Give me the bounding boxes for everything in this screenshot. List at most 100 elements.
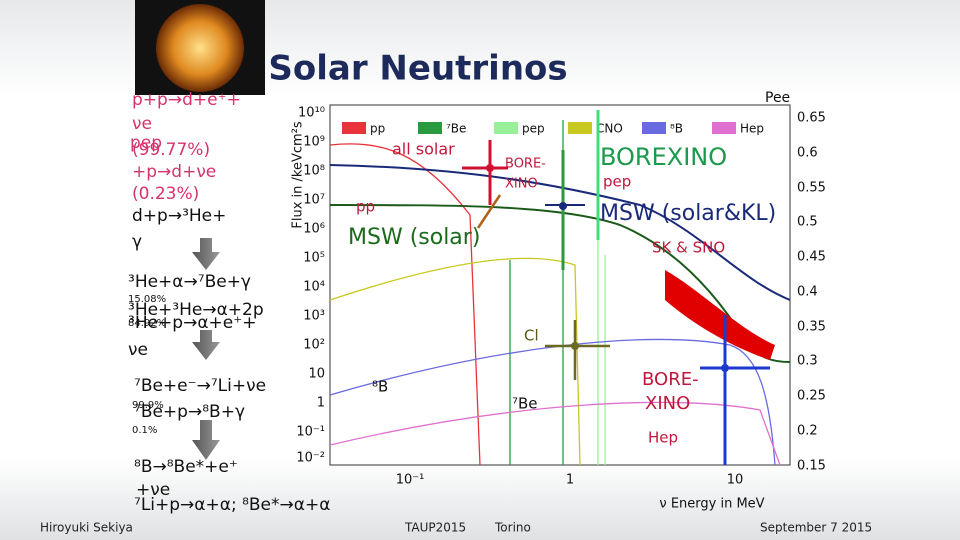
y-axis-label: Flux in /keVcm²s <box>291 121 306 228</box>
y-tick-label: 10⁶ <box>303 222 325 237</box>
legend-swatch <box>342 122 366 134</box>
b8-spectrum <box>329 338 776 466</box>
x-axis-label: ν Energy in MeV <box>659 497 764 512</box>
annotation: MSW (solar) <box>348 225 480 250</box>
footer-location: Torino <box>494 521 531 535</box>
y-tick-label: 10⁸ <box>303 164 325 179</box>
annotation: BORE- <box>642 369 699 390</box>
branching: 99.9% <box>132 400 164 411</box>
reaction: +p→d+νe <box>132 162 216 182</box>
sun-photo <box>156 4 244 92</box>
reaction: ⁷Be+e⁻→⁷Li+νe <box>134 376 266 396</box>
right-tick-label: 0.3 <box>797 354 818 369</box>
legend-swatch <box>568 122 592 134</box>
annotation: Hep <box>648 429 678 447</box>
reaction: +νe <box>136 480 170 500</box>
y-tick-label: 10⁵ <box>303 251 325 266</box>
reaction: νe <box>128 340 148 360</box>
branching: 15.08% <box>128 294 166 305</box>
y-tick-label: 10⁻² <box>296 451 325 466</box>
footer-date: September 7 2015 <box>760 521 872 535</box>
reaction: νe <box>132 114 152 134</box>
annotation: ⁷Be <box>512 395 538 413</box>
annotation: BORE- <box>505 157 546 172</box>
y-tick-label: 10⁷ <box>303 193 325 208</box>
right-tick-label: 0.45 <box>797 250 826 265</box>
y-ticks: 10¹⁰ 10⁹ 10⁸ 10⁷ 10⁶ 10⁵ 10⁴ 10³ 10² 10 … <box>296 106 325 466</box>
b8-point <box>721 364 729 372</box>
annotation: BOREXINO <box>600 143 727 171</box>
right-tick-label: 0.35 <box>797 320 826 335</box>
x-tick-label: 1 <box>566 473 574 488</box>
annotation: Cl <box>524 327 539 345</box>
branching: 0.1% <box>132 425 157 436</box>
msw-kl-curve <box>329 164 791 301</box>
right-tick-label: 0.65 <box>797 111 826 126</box>
right-tick-label: 0.25 <box>797 389 826 404</box>
reaction: p+p→d+e⁺+ <box>132 90 241 110</box>
y-tick-label: 10⁹ <box>303 135 325 150</box>
branching: 84.92% <box>128 318 166 329</box>
reaction: ⁸B→⁸Be*+e⁺ <box>134 457 238 477</box>
legend-label: pp <box>370 122 385 136</box>
legend-swatch <box>712 122 736 134</box>
annotation: XINO <box>505 177 538 192</box>
legend-swatch <box>642 122 666 134</box>
y-tick-label: 10¹⁰ <box>298 106 325 121</box>
y-tick-label: 10³ <box>303 309 325 324</box>
arrow <box>192 420 220 460</box>
legend-label: pep <box>522 122 545 136</box>
legend: pp ⁷Be pep CNO ⁸B Hep <box>342 122 764 136</box>
arrow <box>192 330 220 360</box>
x-tick-label: 10 <box>727 473 744 488</box>
annotation: SK & SNO <box>652 239 725 257</box>
reaction: ³He+³He→α+2p <box>128 300 264 320</box>
cl-point <box>571 342 579 350</box>
legend-swatch <box>418 122 442 134</box>
flux-chart: Flux in /keVcm²s 10¹⁰ 10⁹ 10⁸ 10⁷ 10⁶ 10… <box>291 90 826 512</box>
pp-spectrum <box>329 143 481 466</box>
arrow <box>192 238 220 270</box>
right-tick-label: 0.4 <box>797 285 818 300</box>
title: Solar Neutrinos <box>268 49 567 89</box>
x-tick-label: 10⁻¹ <box>396 473 425 488</box>
right-tick-label: 0.55 <box>797 181 826 196</box>
legend-label: ⁷Be <box>446 122 466 136</box>
sk-sno-band <box>665 270 775 360</box>
reaction: ³He+p→α+e⁺+ <box>128 313 256 333</box>
hep-spectrum <box>329 401 781 466</box>
annotation: pep <box>603 173 631 191</box>
reaction: (99.77%) <box>132 140 210 160</box>
cno-spectrum <box>329 257 581 466</box>
right-axis-label: Pee <box>765 90 790 106</box>
right-tick-label: 0.2 <box>797 424 818 439</box>
y-tick-label: 10⁴ <box>303 280 325 295</box>
pp-point <box>486 164 494 172</box>
legend-label: CNO <box>596 122 623 136</box>
right-tick-label: 0.5 <box>797 215 818 230</box>
reaction: γ <box>132 232 142 252</box>
reaction: ⁷Be+p→⁸B+γ <box>134 402 245 422</box>
reaction: ³He+α→⁷Be+γ <box>128 272 251 292</box>
plot-frame <box>329 104 791 466</box>
annotation: ⁸B <box>372 378 388 396</box>
y-tick-label: 10 <box>308 367 325 382</box>
be7-point <box>559 202 567 210</box>
reaction: ⁷Li+p→α+α; ⁸Be*→α+α <box>134 495 330 515</box>
pointer <box>476 194 502 229</box>
y-tick-label: 10⁻¹ <box>296 425 325 440</box>
y-tick-label: 1 <box>317 396 325 411</box>
reaction: (0.23%) <box>132 184 199 204</box>
annotation: XINO <box>645 393 690 414</box>
legend-label: Hep <box>740 122 764 136</box>
reaction-chain: p+p→d+e⁺+ νe pep (99.77%) +p→d+νe (0.23%… <box>128 90 330 515</box>
reaction: pep <box>130 133 162 153</box>
footer-conference: TAUP2015 <box>404 521 466 535</box>
right-tick-label: 0.6 <box>797 146 818 161</box>
pep-line <box>597 240 606 465</box>
annotation: pp <box>356 198 375 216</box>
reaction: d+p→³He+ <box>132 206 226 226</box>
y-tick-label: 10² <box>303 338 325 353</box>
annotation: MSW (solar&KL) <box>600 201 776 226</box>
